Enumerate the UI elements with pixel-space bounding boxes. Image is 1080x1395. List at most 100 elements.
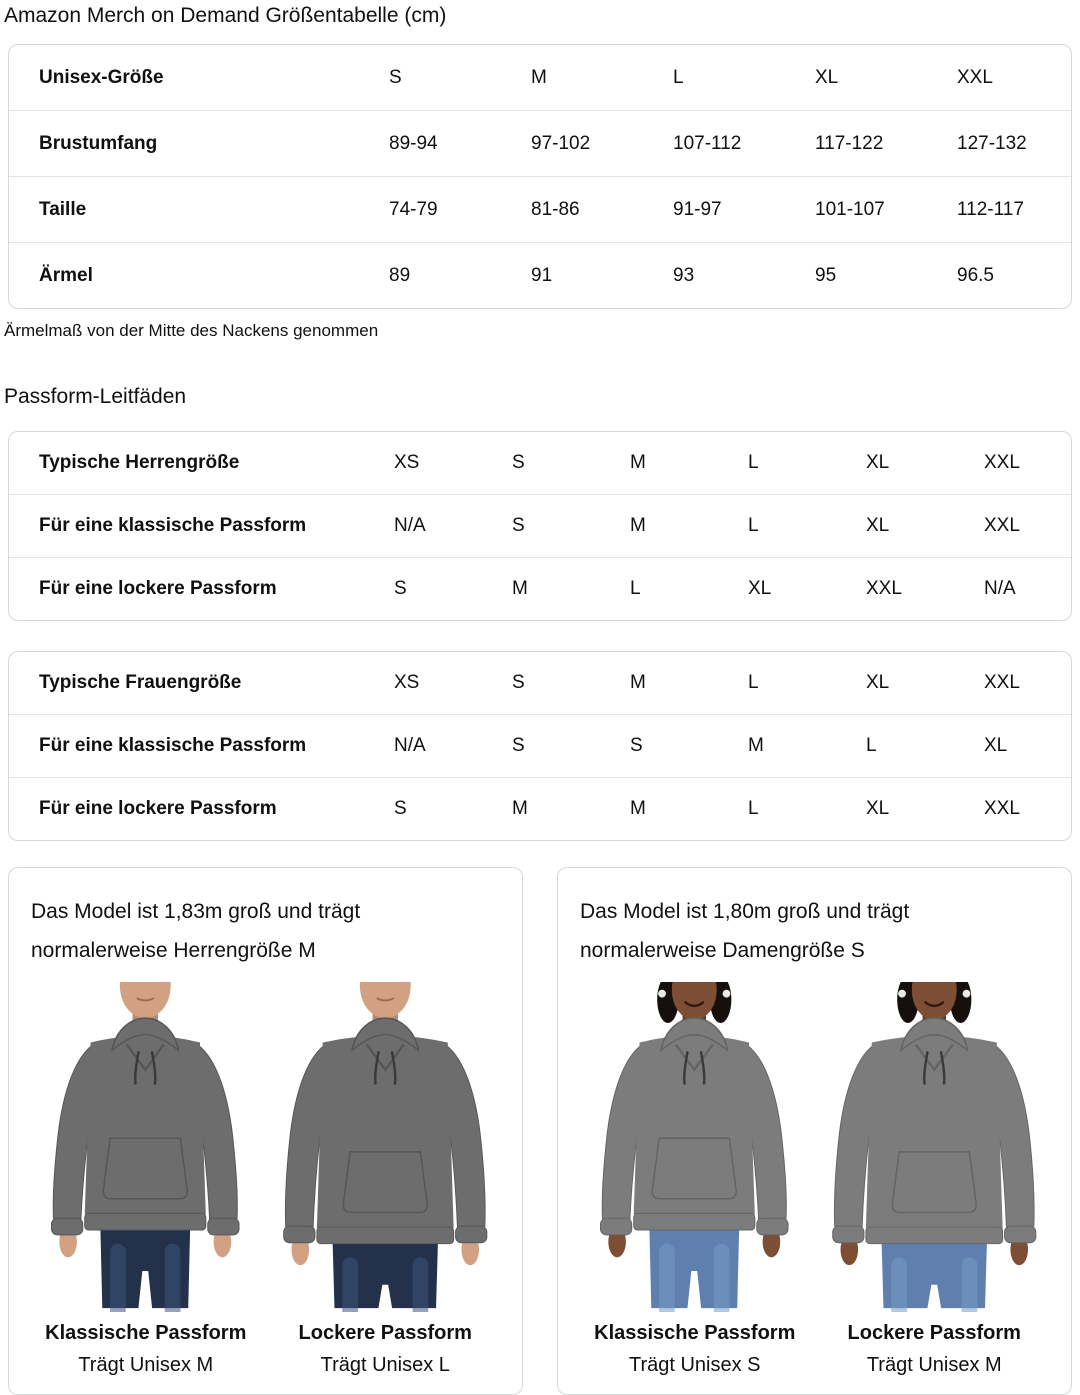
model-description: Das Model ist 1,80m groß und trägt norma… xyxy=(580,900,910,962)
female-model-card: Das Model ist 1,80m groß und trägt norma… xyxy=(557,867,1072,1395)
model-photo-female-loose xyxy=(820,982,1050,1312)
row-label: Taille xyxy=(39,198,87,220)
cell-value: S xyxy=(630,735,643,756)
cell-value: 127-132 xyxy=(957,132,1027,154)
model-description: Das Model ist 1,83m groß und trägt norma… xyxy=(31,900,361,962)
table-row: Taille 74-79 81-86 91-97 101-107 112-117 xyxy=(9,176,1071,242)
cell-value: S xyxy=(512,672,525,693)
cell-value: L xyxy=(748,672,759,693)
cell-value: XL xyxy=(815,66,839,88)
cell-value: XL xyxy=(866,798,890,819)
cell-value: 91-97 xyxy=(673,198,722,220)
table-row: Ärmel 89 91 93 95 96.5 xyxy=(9,242,1071,308)
cell-value: 117-122 xyxy=(815,132,884,154)
cell-value: XXL xyxy=(866,578,902,599)
cell-value: XXL xyxy=(984,798,1020,819)
cell-value: XXL xyxy=(984,515,1020,536)
cell-value: L xyxy=(630,578,641,599)
cell-value: M xyxy=(512,798,528,819)
model-photo-male-loose xyxy=(271,982,501,1312)
cell-value: L xyxy=(748,515,759,536)
figure-fit-label: Lockere Passform xyxy=(847,1322,1021,1344)
figure-size-label: Trägt Unisex L xyxy=(320,1354,450,1376)
cell-value: XS xyxy=(394,452,420,473)
row-label: Unisex-Größe xyxy=(39,66,164,88)
cell-value: 81-86 xyxy=(531,198,580,220)
row-label: Brustumfang xyxy=(39,132,158,154)
figure-block: Lockere Passform Trägt Unisex L xyxy=(271,982,501,1377)
cell-value: M xyxy=(630,672,646,693)
figures-row: Klassische Passform Trägt Unisex M Locke… xyxy=(31,982,500,1377)
model-photo-male-classic xyxy=(31,982,261,1312)
figure-size-label: Trägt Unisex S xyxy=(628,1354,761,1376)
cell-value: XL xyxy=(866,515,890,536)
figure-block: Lockere Passform Trägt Unisex M xyxy=(820,982,1050,1377)
table-row: Brustumfang 89-94 97-102 107-112 117-122… xyxy=(9,110,1071,176)
male-model-card: Das Model ist 1,83m groß und trägt norma… xyxy=(8,867,523,1395)
cell-value: 101-107 xyxy=(815,198,885,220)
cell-value: 107-112 xyxy=(673,132,742,154)
cell-value: 89-94 xyxy=(389,132,438,154)
cell-value: 91 xyxy=(531,264,553,286)
table-row: Für eine lockere Passform S M M L XL XXL xyxy=(9,777,1071,840)
page-title: Amazon Merch on Demand Größentabelle (cm… xyxy=(4,4,447,27)
model-cards-row: Das Model ist 1,83m groß und trägt norma… xyxy=(8,867,1072,1395)
cell-value: S xyxy=(389,66,402,88)
table-row: Für eine klassische Passform N/A S M L X… xyxy=(9,494,1071,557)
row-label: Typische Frauengröße xyxy=(39,672,242,693)
unisex-size-table: Unisex-Größe S M L XL XXL Brustumfang 89… xyxy=(8,44,1072,309)
figure-size-label: Trägt Unisex M xyxy=(78,1354,214,1376)
row-label: Für eine lockere Passform xyxy=(39,578,277,599)
cell-value: S xyxy=(394,798,407,819)
row-label: Ärmel xyxy=(39,264,93,286)
cell-value: N/A xyxy=(394,735,426,756)
table-row: Für eine lockere Passform S M L XL XXL N… xyxy=(9,557,1071,620)
cell-value: 89 xyxy=(389,264,411,286)
cell-value: 74-79 xyxy=(389,198,438,220)
table-row: Typische Herrengröße XS S M L XL XXL xyxy=(9,432,1071,494)
fit-guides-heading: Passform-Leitfäden xyxy=(4,385,187,408)
row-label: Typische Herrengröße xyxy=(39,452,240,473)
figure-size-label: Trägt Unisex M xyxy=(866,1354,1002,1376)
cell-value: M xyxy=(630,515,646,536)
cell-value: L xyxy=(748,452,759,473)
cell-value: L xyxy=(748,798,759,819)
row-label: Für eine klassische Passform xyxy=(39,735,307,756)
cell-value: XL xyxy=(984,735,1008,756)
women-fit-table: Typische Frauengröße XS S M L XL XXL Für… xyxy=(8,651,1072,841)
cell-value: M xyxy=(531,66,547,88)
cell-value: XXL xyxy=(957,66,993,88)
figure-fit-label: Klassische Passform xyxy=(594,1322,796,1344)
table-row: Unisex-Größe S M L XL XXL xyxy=(9,45,1071,110)
cell-value: S xyxy=(512,452,525,473)
cell-value: XXL xyxy=(984,452,1020,473)
figure-block: Klassische Passform Trägt Unisex S xyxy=(580,982,810,1377)
men-fit-table: Typische Herrengröße XS S M L XL XXL Für… xyxy=(8,431,1072,621)
cell-value: S xyxy=(512,515,525,536)
cell-value: N/A xyxy=(984,578,1016,599)
figure-block: Klassische Passform Trägt Unisex M xyxy=(31,982,261,1377)
cell-value: XXL xyxy=(984,672,1020,693)
cell-value: S xyxy=(394,578,407,599)
cell-value: XL xyxy=(748,578,772,599)
cell-value: L xyxy=(673,66,684,88)
cell-value: N/A xyxy=(394,515,426,536)
sleeve-footnote: Ärmelmaß von der Mitte des Nackens genom… xyxy=(4,321,379,340)
cell-value: 97-102 xyxy=(531,132,591,154)
figure-fit-label: Lockere Passform xyxy=(298,1322,472,1344)
cell-value: M xyxy=(630,452,646,473)
row-label: Für eine lockere Passform xyxy=(39,798,277,819)
cell-value: XL xyxy=(866,672,890,693)
figures-row: Klassische Passform Trägt Unisex S xyxy=(580,982,1049,1377)
table-row: Typische Frauengröße XS S M L XL XXL xyxy=(9,652,1071,714)
cell-value: M xyxy=(512,578,528,599)
cell-value: 112-117 xyxy=(957,198,1024,220)
cell-value: M xyxy=(748,735,764,756)
figure-fit-label: Klassische Passform xyxy=(45,1322,247,1344)
cell-value: 96.5 xyxy=(957,264,994,286)
cell-value: XS xyxy=(394,672,420,693)
cell-value: 95 xyxy=(815,264,837,286)
cell-value: M xyxy=(630,798,646,819)
cell-value: 93 xyxy=(673,264,695,286)
model-photo-female-classic xyxy=(580,982,810,1312)
